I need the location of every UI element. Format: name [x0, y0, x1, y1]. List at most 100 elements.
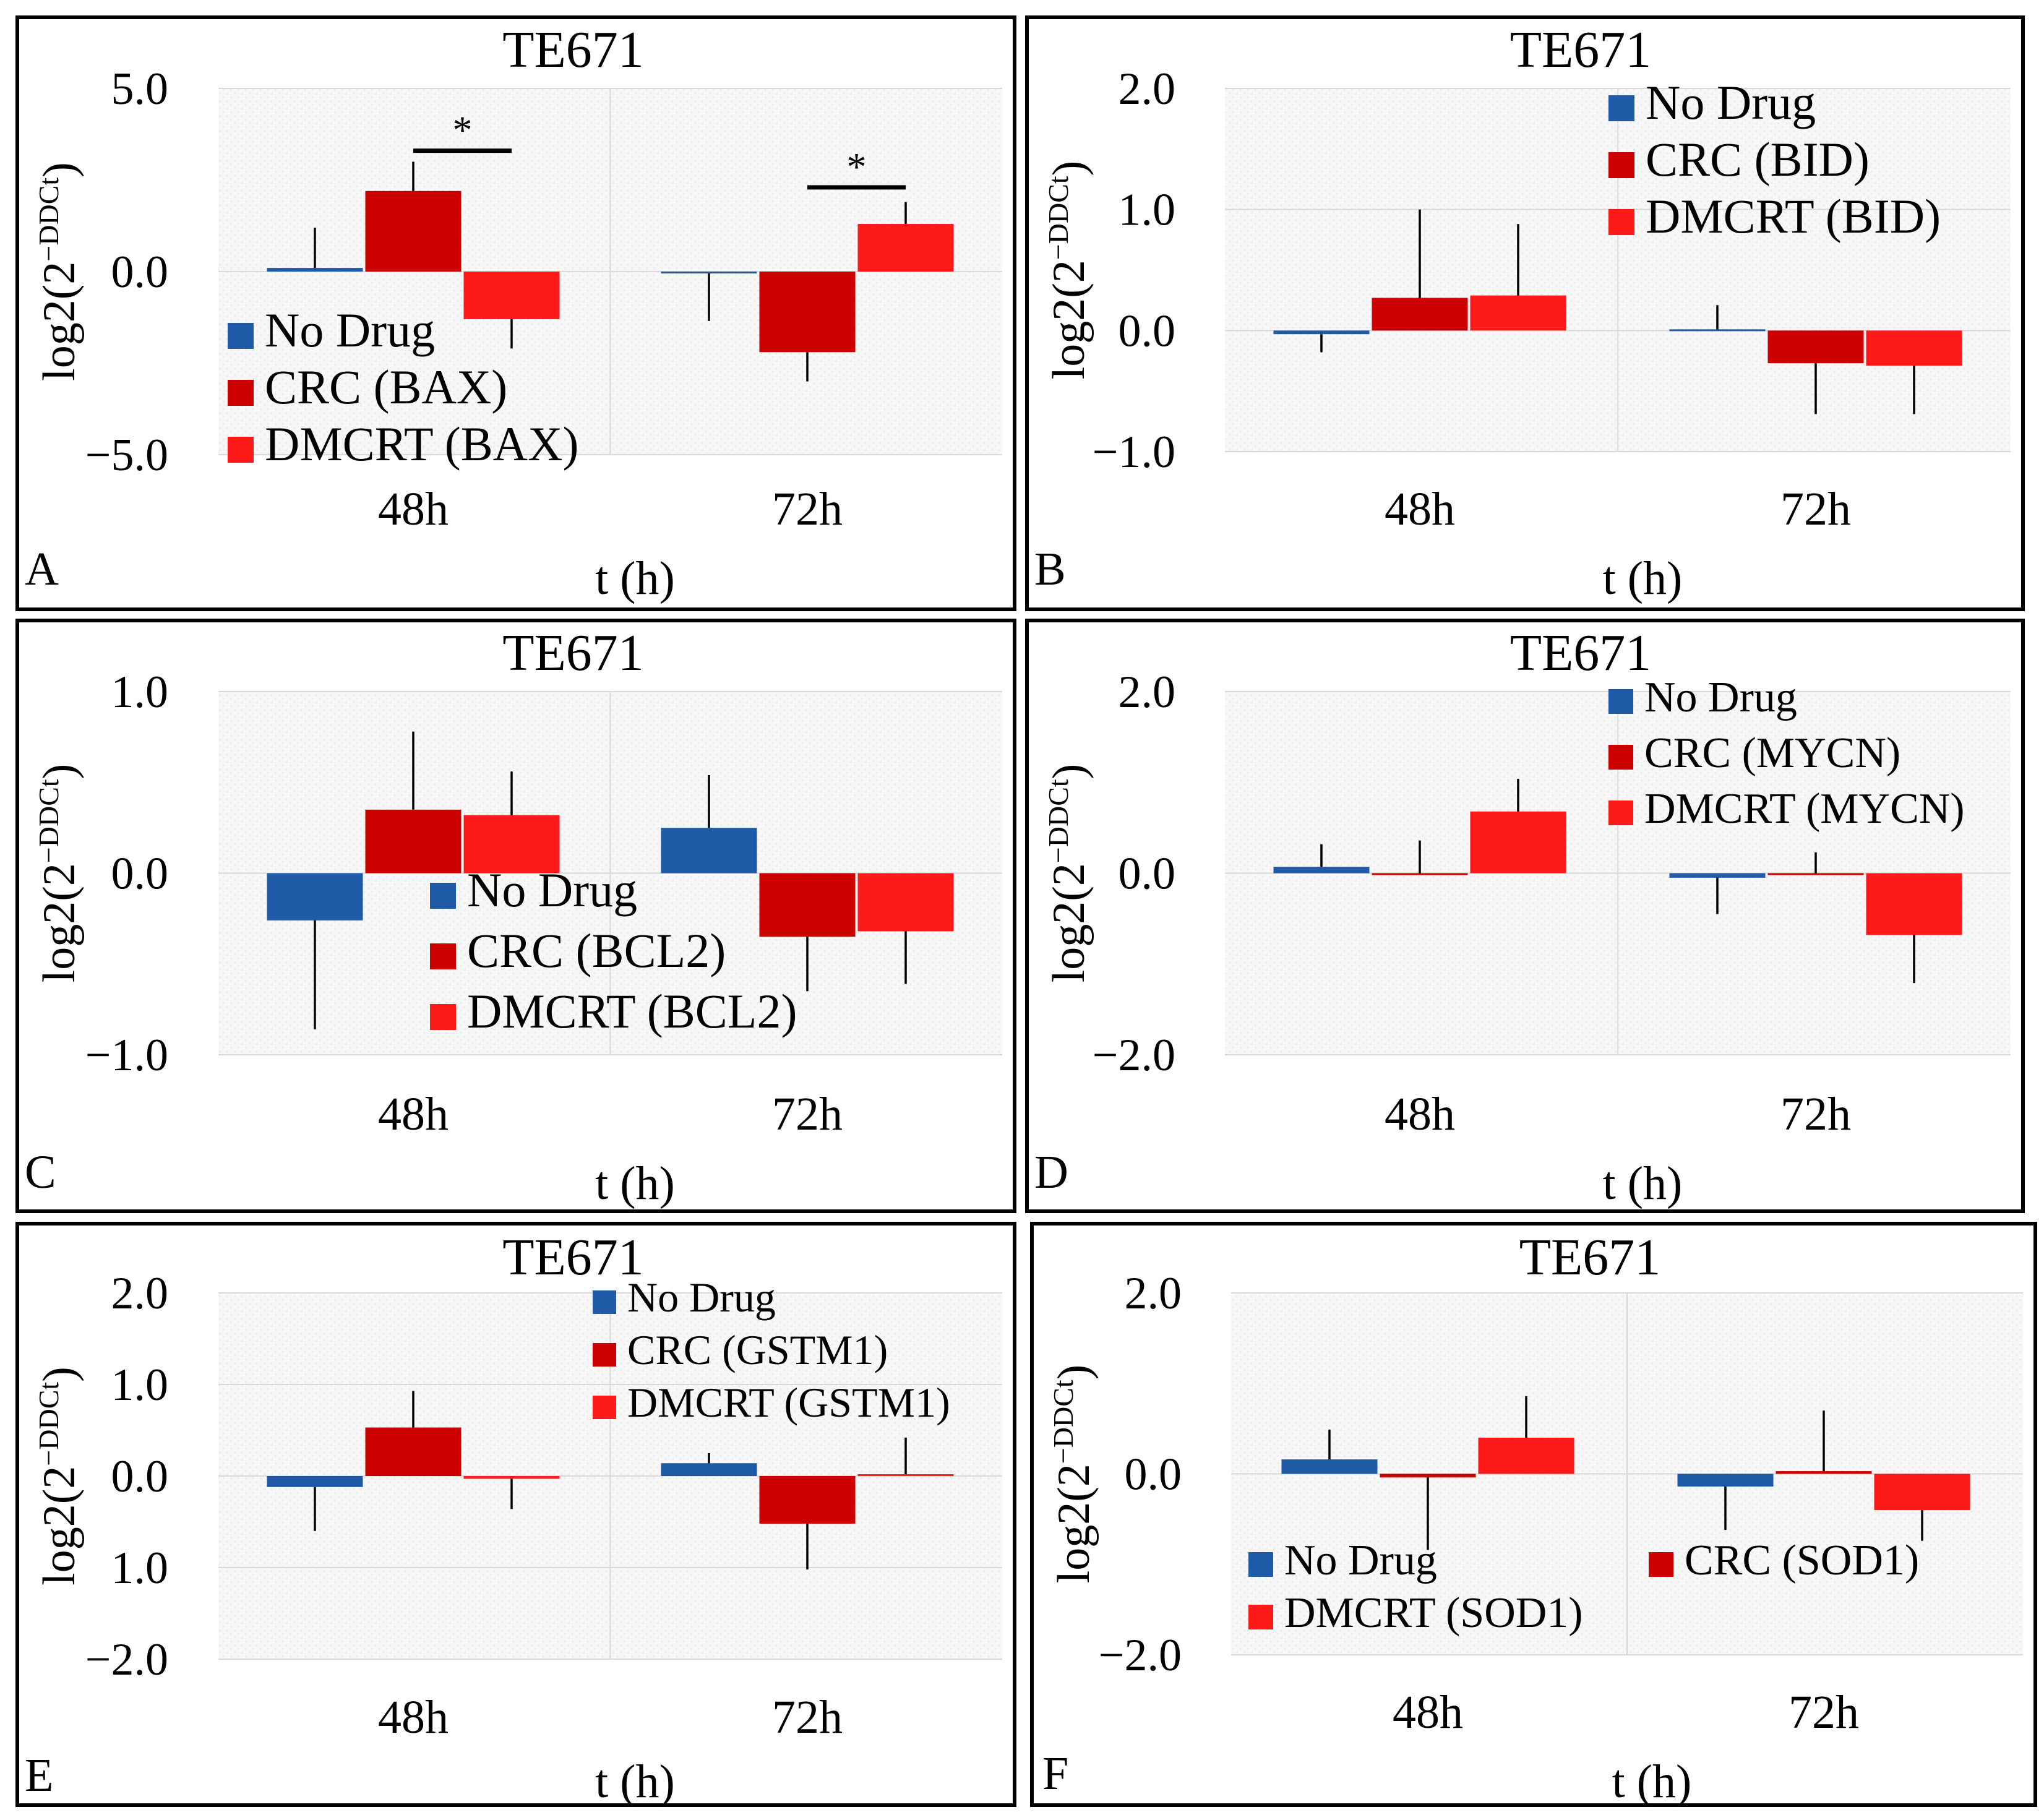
- panel-letter: D: [1034, 1146, 1068, 1198]
- legend-swatch-dmcrt: [1248, 1605, 1273, 1629]
- x-axis-label: t (h): [595, 1157, 675, 1209]
- legend-label-dmcrt: DMCRT (GSTM1): [627, 1379, 950, 1426]
- bar-crc-72h: [759, 272, 856, 353]
- legend-swatch-crc: [1608, 152, 1634, 178]
- y-tick-label: 0.0: [1119, 306, 1176, 356]
- y-tick-label: −2.0: [85, 1634, 168, 1685]
- bar-crc-72h: [1767, 330, 1864, 364]
- legend-swatch-no-drug: [228, 323, 254, 349]
- bar-no-drug-72h: [1669, 329, 1766, 332]
- bar-crc-72h: [759, 1476, 856, 1524]
- plot-area: [1225, 88, 2011, 452]
- bar-no-drug-48h: [267, 1476, 363, 1487]
- y-tick-label: 1.0: [111, 667, 169, 718]
- legend-label-no-drug: No Drug: [467, 863, 637, 917]
- y-tick-label: 0.0: [111, 247, 169, 298]
- legend-label-dmcrt: DMCRT (BAX): [265, 417, 578, 471]
- significance-star: *: [453, 108, 473, 152]
- y-tick-label: −5.0: [85, 430, 168, 481]
- legend-label-no-drug: No Drug: [627, 1274, 776, 1321]
- bar-dmcrt-72h: [857, 873, 954, 932]
- bar-no-drug-48h: [267, 873, 363, 921]
- chart-title: TE671: [1519, 1229, 1661, 1286]
- x-tick-label: 48h: [378, 1691, 449, 1743]
- x-axis-label: t (h): [1603, 1157, 1683, 1209]
- legend-swatch-crc: [430, 943, 456, 969]
- panel-d: 2.0 0.0 −2.0 TE671 log2(2−DDCt) 48h 72h t (h) D N…: [1025, 619, 2025, 1213]
- panel-b: 2.0 1.0 0.0 −1.0 TE671 log2(2−DDCt) 48h 72h t (h…: [1025, 15, 2025, 611]
- bar-crc-48h: [1372, 873, 1468, 875]
- bar-no-drug-48h: [1281, 1459, 1378, 1474]
- y-axis-label: log2(2−DDCt): [1042, 764, 1094, 983]
- x-tick-label: 72h: [1788, 1686, 1859, 1738]
- legend-swatch-dmcrt: [1608, 801, 1633, 825]
- x-tick-label: 72h: [772, 1088, 843, 1140]
- y-tick-label: 2.0: [1119, 667, 1176, 718]
- y-tick-label: −1.0: [1093, 427, 1175, 478]
- legend-label-dmcrt: DMCRT (MYCN): [1644, 785, 1965, 833]
- x-axis-label: t (h): [595, 1756, 675, 1808]
- legend-label-crc: CRC (SOD1): [1685, 1537, 1919, 1584]
- bar-dmcrt-72h: [1866, 330, 1962, 366]
- legend-label-crc: CRC (BID): [1646, 132, 1870, 186]
- bar-dmcrt-48h: [463, 272, 560, 319]
- legend: No Drug CRC (BCL2) DMCRT (BCL2): [430, 863, 797, 1038]
- x-tick-label: 48h: [378, 483, 449, 535]
- bar-crc-48h: [365, 191, 462, 272]
- bar-no-drug-72h: [1669, 873, 1766, 878]
- y-tick-label: −1.0: [85, 1030, 168, 1081]
- y-axis-label: log2(2−DDCt): [1047, 1365, 1099, 1584]
- y-tick-label: 0.0: [1125, 1449, 1182, 1500]
- bar-dmcrt-48h: [1478, 1438, 1574, 1474]
- panel-letter: E: [25, 1749, 53, 1801]
- y-tick-label: 1.0: [111, 1543, 169, 1594]
- legend-label-dmcrt: DMCRT (SOD1): [1284, 1589, 1583, 1637]
- panel-e: 2.0 1.0 0.0 1.0 −2.0 TE671 log2(2−DDCt) 48h 72h t…: [15, 1222, 1016, 1808]
- bar-no-drug-72h: [661, 828, 757, 874]
- y-axis-label: log2(2−DDCt): [33, 764, 85, 983]
- legend-swatch-crc: [1608, 745, 1633, 770]
- legend-swatch-crc: [593, 1343, 616, 1367]
- y-tick-label: 2.0: [111, 1268, 169, 1319]
- x-tick-label: 48h: [1385, 483, 1455, 535]
- bars: [1273, 209, 1962, 414]
- x-tick-label: 48h: [378, 1088, 449, 1140]
- legend-label-dmcrt: DMCRT (BCL2): [467, 984, 797, 1038]
- legend-swatch-dmcrt: [593, 1396, 616, 1419]
- legend-label-crc: CRC (BCL2): [467, 924, 726, 977]
- bar-crc-48h: [1380, 1474, 1476, 1478]
- bar-no-drug-48h: [1273, 867, 1370, 874]
- bars: [267, 731, 954, 1029]
- chart-title: TE671: [502, 624, 644, 682]
- legend-label-crc: CRC (BAX): [265, 360, 507, 414]
- x-axis-label: t (h): [1612, 1756, 1692, 1808]
- x-tick-label: 48h: [1393, 1686, 1463, 1738]
- y-tick-label: −2.0: [1093, 1030, 1175, 1081]
- bar-crc-48h: [365, 809, 462, 874]
- legend-swatch-no-drug: [1608, 95, 1634, 121]
- bars: [1273, 778, 1962, 984]
- x-tick-label: 72h: [1780, 1088, 1851, 1140]
- legend-label-no-drug: No Drug: [1644, 674, 1797, 721]
- bar-no-drug-72h: [661, 1463, 757, 1476]
- legend-swatch-crc: [1649, 1552, 1673, 1577]
- legend-swatch-dmcrt: [430, 1004, 456, 1030]
- legend-swatch-dmcrt: [1608, 209, 1634, 235]
- chart-title: TE671: [502, 21, 644, 79]
- panel-letter: B: [1034, 543, 1066, 595]
- panel-letter: A: [25, 543, 59, 595]
- bar-no-drug-48h: [1273, 330, 1370, 335]
- legend-swatch-no-drug: [593, 1290, 616, 1314]
- legend-label-no-drug: No Drug: [1284, 1537, 1437, 1584]
- legend-swatch-no-drug: [1608, 689, 1633, 714]
- x-tick-label: 72h: [1780, 483, 1851, 535]
- legend: No Drug CRC (GSTM1) DMCRT (GSTM1): [593, 1274, 950, 1426]
- x-axis-label: t (h): [595, 552, 675, 604]
- bars: [1281, 1396, 1970, 1550]
- panel-letter: C: [25, 1146, 56, 1198]
- panel-a: 5.0 0.0 −5.0 TE671 log2(2−DDCt) 48h 72h t (h) A *…: [15, 15, 1016, 611]
- bar-dmcrt-48h: [463, 815, 560, 874]
- bar-no-drug-72h: [661, 272, 757, 273]
- bar-dmcrt-48h: [463, 1476, 560, 1479]
